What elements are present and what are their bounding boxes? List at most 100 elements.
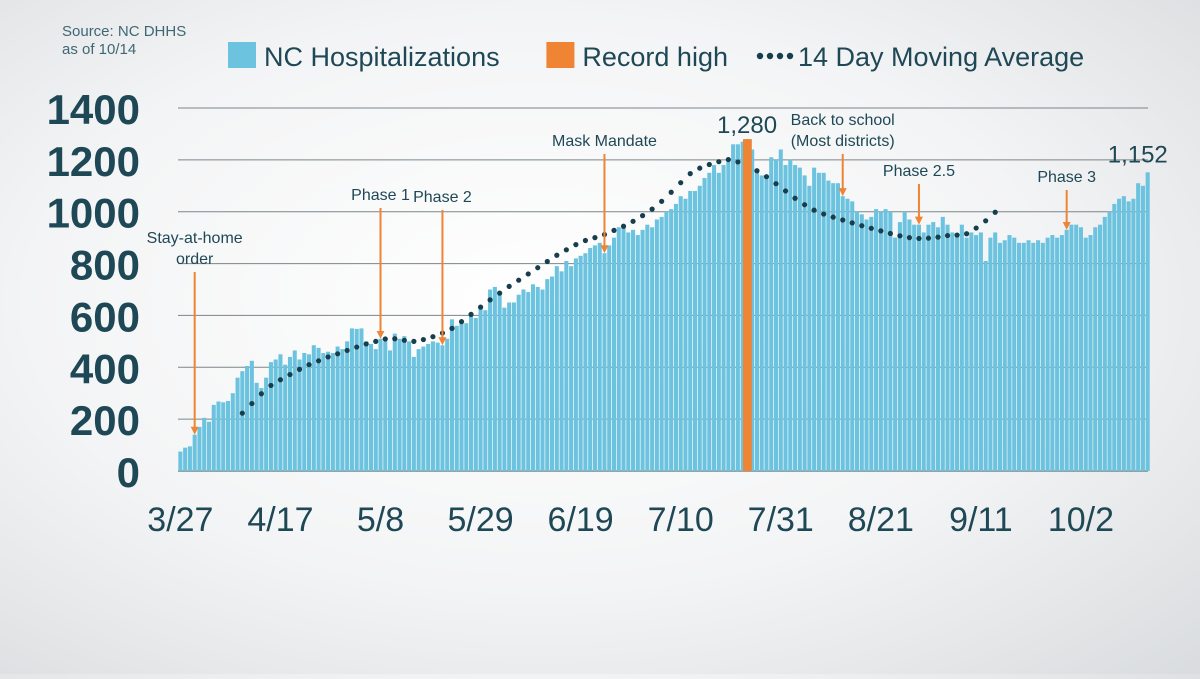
hospitalization-bar bbox=[307, 354, 312, 471]
hospitalization-bar bbox=[392, 333, 397, 471]
hospitalization-bar bbox=[573, 258, 578, 471]
hospitalization-bar bbox=[721, 165, 726, 472]
moving-average-point bbox=[830, 214, 836, 220]
record-high-marker: 1,280 1,152 bbox=[717, 112, 1168, 471]
moving-average-point bbox=[468, 311, 474, 317]
hospitalization-bar bbox=[526, 292, 531, 471]
hospitalization-bar bbox=[645, 224, 650, 471]
moving-average-point bbox=[620, 223, 627, 229]
hospitalization-bar bbox=[859, 214, 864, 472]
hospitalization-bar bbox=[516, 294, 521, 471]
moving-average-point bbox=[458, 319, 465, 325]
hospitalization-bar bbox=[1026, 240, 1031, 471]
moving-average-point bbox=[516, 277, 522, 283]
moving-average-point bbox=[544, 258, 550, 265]
moving-average-point bbox=[792, 195, 798, 201]
moving-average-point bbox=[706, 161, 712, 168]
moving-average-point bbox=[277, 377, 284, 383]
source-label: Source: NC DHHS bbox=[62, 23, 186, 40]
hospitalization-bar bbox=[473, 318, 478, 471]
annotation-phase-2-5: Phase 2.5 bbox=[883, 163, 955, 225]
moving-average-point bbox=[582, 237, 589, 244]
hospitalization-bar bbox=[349, 328, 354, 471]
hospitalization-bar bbox=[249, 360, 254, 471]
hospitalization-bar bbox=[1036, 240, 1041, 471]
hospitalization-bar bbox=[921, 232, 926, 471]
moving-average-point bbox=[906, 235, 913, 241]
annotation-label: Phase 2.5 bbox=[883, 163, 955, 180]
hospitalization-bar bbox=[650, 227, 655, 471]
moving-average-point bbox=[420, 336, 426, 343]
moving-average-point bbox=[573, 242, 579, 248]
hospitalization-bar bbox=[521, 289, 526, 471]
hospitalization-bar bbox=[345, 341, 350, 471]
hospitalization-bar bbox=[835, 183, 840, 471]
hospitalization-bar bbox=[845, 198, 850, 471]
hospitalization-bar bbox=[797, 167, 802, 471]
record-high-label: 1,280 bbox=[717, 112, 777, 139]
moving-average-point bbox=[668, 189, 674, 195]
moving-average-point bbox=[401, 337, 407, 343]
hospitalization-bar bbox=[640, 229, 645, 471]
annotation-label: (Most districts) bbox=[791, 133, 895, 150]
hospitalization-bar bbox=[1088, 235, 1093, 471]
hospitalization-bar bbox=[926, 224, 931, 471]
hospitalization-bar bbox=[1012, 237, 1017, 471]
hospitalization-bar bbox=[907, 219, 912, 471]
hospitalization-bar bbox=[507, 302, 512, 471]
legend-item-bar: NC Hospitalizations bbox=[228, 42, 500, 72]
hospitalization-bar bbox=[478, 307, 483, 471]
y-tick-label: 1200 bbox=[47, 138, 140, 185]
hospitalization-bar bbox=[378, 338, 383, 471]
hospitalization-bar bbox=[321, 353, 326, 471]
hospitalization-bar bbox=[964, 237, 969, 471]
hospitalization-bar bbox=[883, 209, 888, 471]
x-tick-label: 9/11 bbox=[949, 501, 1013, 539]
moving-average-point bbox=[315, 358, 322, 364]
legend-swatch-dot bbox=[756, 52, 764, 60]
moving-average-point bbox=[763, 174, 770, 180]
moving-average-point bbox=[325, 354, 331, 360]
hospitalization-bar bbox=[702, 178, 707, 471]
hospitalization-bar bbox=[402, 336, 407, 471]
hospitalization-bar bbox=[268, 362, 273, 471]
hospitalization-bar bbox=[978, 232, 983, 471]
hospitalization-bar bbox=[1050, 235, 1055, 471]
hospitalization-bar bbox=[959, 224, 964, 471]
moving-average-point bbox=[344, 347, 350, 354]
legend-swatch-dot bbox=[786, 52, 794, 60]
hospitalization-bar bbox=[988, 237, 993, 471]
hospitalization-bar bbox=[502, 307, 507, 471]
moving-average-point bbox=[382, 336, 388, 342]
annotation-label: order bbox=[176, 251, 214, 268]
hospitalization-bar bbox=[421, 346, 426, 471]
hospitalization-bar bbox=[264, 377, 269, 471]
hospitalization-bar bbox=[297, 359, 302, 471]
x-tick-label: 7/31 bbox=[748, 501, 814, 539]
hospitalization-bar bbox=[221, 402, 226, 471]
hospitalization-bar bbox=[993, 232, 998, 471]
legend-item-dots: 14 Day Moving Average bbox=[756, 42, 1084, 72]
hospitalization-bar bbox=[1136, 183, 1141, 471]
hospitalization-bar bbox=[497, 294, 502, 471]
legend-swatch-record bbox=[546, 42, 575, 68]
hospitalization-bar bbox=[292, 350, 297, 471]
moving-average-point bbox=[782, 188, 789, 194]
moving-average-point bbox=[411, 338, 417, 344]
hospitalization-bar bbox=[654, 219, 659, 471]
annotation-phase-3: Phase 3 bbox=[1037, 169, 1096, 230]
moving-average-point bbox=[887, 230, 893, 237]
hospitalization-bar bbox=[597, 242, 602, 471]
hospitalization-bar bbox=[1083, 237, 1088, 471]
hospitalization-bar bbox=[673, 203, 678, 471]
hospitalization-bar bbox=[1126, 201, 1131, 472]
hospitalization-bar bbox=[659, 216, 664, 471]
moving-average-series bbox=[239, 156, 998, 416]
hospitalization-bar bbox=[273, 359, 278, 471]
y-tick-label: 1400 bbox=[47, 86, 140, 133]
latest-value-label: 1,152 bbox=[1108, 141, 1168, 168]
hospitalization-bar bbox=[902, 211, 907, 471]
x-tick-label: 8/21 bbox=[848, 501, 914, 539]
annotation-phase-1: Phase 1 bbox=[351, 187, 410, 339]
